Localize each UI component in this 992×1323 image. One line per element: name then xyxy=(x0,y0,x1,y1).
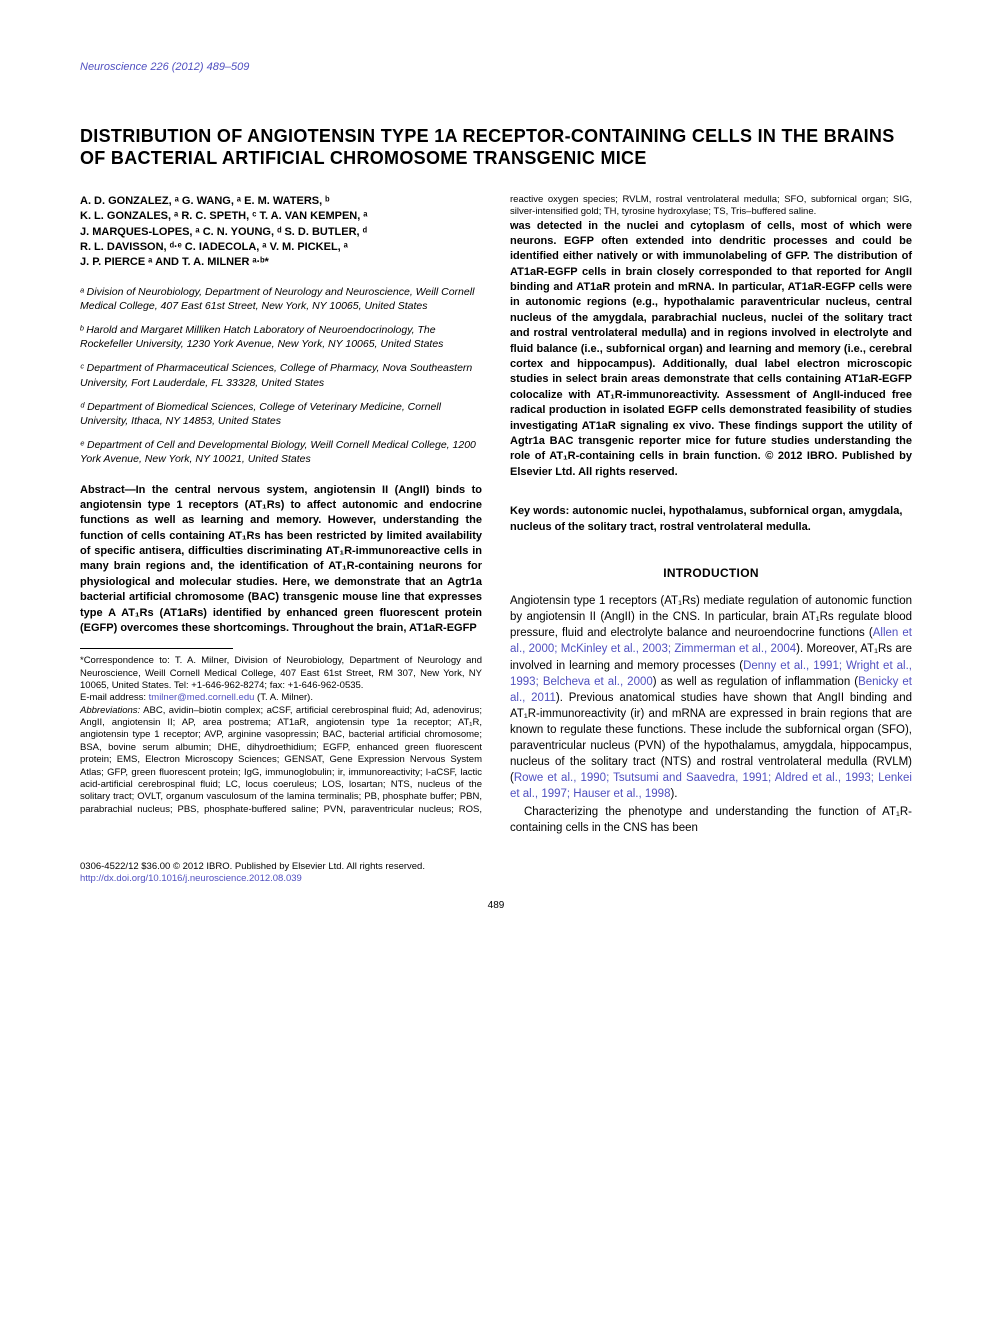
article-title: DISTRIBUTION OF ANGIOTENSIN TYPE 1A RECE… xyxy=(80,125,912,170)
doi-link[interactable]: http://dx.doi.org/10.1016/j.neuroscience… xyxy=(80,873,302,884)
footnote-separator xyxy=(80,648,233,649)
intro-text: ). xyxy=(670,788,677,800)
author-list: A. D. GONZALEZ, ᵃ G. WANG, ᵃ E. M. WATER… xyxy=(80,194,482,271)
journal-link[interactable]: Neuroscience 226 (2012) 489–509 xyxy=(80,61,249,73)
abstract-right: was detected in the nuclei and cytoplasm… xyxy=(510,219,912,481)
email-link[interactable]: tmilner@med.cornell.edu xyxy=(149,692,255,703)
keywords: Key words: autonomic nuclei, hypothalamu… xyxy=(510,504,912,535)
affiliation-a: ᵃ Division of Neurobiology, Department o… xyxy=(80,285,482,313)
affiliation-c: ᶜ Department of Pharmaceutical Sciences,… xyxy=(80,361,482,389)
authors-line: K. L. GONZALES, ᵃ R. C. SPETH, ᶜ T. A. V… xyxy=(80,210,368,222)
authors-line: A. D. GONZALEZ, ᵃ G. WANG, ᵃ E. M. WATER… xyxy=(80,195,330,207)
authors-line: R. L. DAVISSON, ᵈ·ᵉ C. IADECOLA, ᵃ V. M.… xyxy=(80,241,348,253)
email-suffix: (T. A. Milner). xyxy=(254,692,313,703)
affiliation-d: ᵈ Department of Biomedical Sciences, Col… xyxy=(80,400,482,428)
abstract-left: Abstract—In the central nervous system, … xyxy=(80,483,482,637)
journal-citation: 226 (2012) 489–509 xyxy=(150,61,249,73)
journal-name: Neuroscience xyxy=(80,61,147,73)
affiliation-e: ᵉ Department of Cell and Developmental B… xyxy=(80,438,482,466)
authors-line: J. P. PIERCE ᵃ AND T. A. MILNER ᵃ·ᵇ* xyxy=(80,256,269,268)
introduction-heading: INTRODUCTION xyxy=(510,565,912,581)
correspondence-footnote: *Correspondence to: T. A. Milner, Divisi… xyxy=(80,655,482,692)
intro-text: ). Previous anatomical studies have show… xyxy=(510,692,912,784)
intro-paragraph-1: Angiotensin type 1 receptors (AT₁Rs) med… xyxy=(510,593,912,802)
email-footnote: E-mail address: tmilner@med.cornell.edu … xyxy=(80,692,482,704)
intro-text: ) as well as regulation of inflammation … xyxy=(653,676,858,688)
email-label: E-mail address: xyxy=(80,692,149,703)
page-number: 489 xyxy=(80,899,912,913)
citation-link[interactable]: Rowe et al., 1990; Tsutsumi and Saavedra… xyxy=(510,772,912,800)
authors-line: J. MARQUES-LOPES, ᵃ C. N. YOUNG, ᵈ S. D.… xyxy=(80,226,367,238)
abbr-label: Abbreviations: xyxy=(80,705,140,716)
two-column-body: A. D. GONZALEZ, ᵃ G. WANG, ᵃ E. M. WATER… xyxy=(80,194,912,837)
copyright-footer: 0306-4522/12 $36.00 © 2012 IBRO. Publish… xyxy=(80,861,912,886)
intro-text: Angiotensin type 1 receptors (AT₁Rs) med… xyxy=(510,595,912,639)
intro-paragraph-2: Characterizing the phenotype and underst… xyxy=(510,804,912,836)
journal-reference: Neuroscience 226 (2012) 489–509 xyxy=(80,60,912,75)
affiliation-b: ᵇ Harold and Margaret Milliken Hatch Lab… xyxy=(80,323,482,351)
copyright-text: 0306-4522/12 $36.00 © 2012 IBRO. Publish… xyxy=(80,861,425,872)
